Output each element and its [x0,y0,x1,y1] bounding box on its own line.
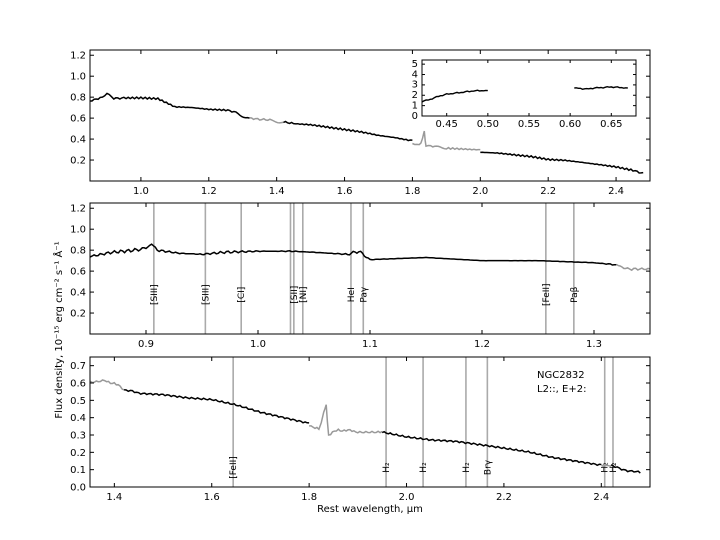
x-tick-label: 1.4 [106,492,122,503]
spectrum-series [249,116,284,124]
x-tick-label: 2.4 [608,186,624,197]
y-tick-label: 0.8 [70,246,86,257]
y-tick-label: 1.0 [70,225,86,236]
x-tick-label: 2.2 [496,492,512,503]
y-tick-label: 0.6 [70,267,86,278]
spectrum-series [123,388,310,424]
spectrum-series [283,120,413,142]
emission-line-label: [SIII] [201,284,211,305]
x-tick-label: 1.1 [362,339,378,350]
y-tick-label: 1 [412,100,418,111]
x-tick-label: 2.4 [593,492,609,503]
x-tick-label: 0.55 [518,119,540,130]
spectrum-series [610,464,641,474]
object-name: NGC2832 [537,370,585,381]
emission-line-label: Paβ [570,286,580,303]
x-tick-label: 2.0 [472,186,488,197]
spectrum-series [90,92,250,119]
spectrum-series [480,151,644,174]
y-tick-label: 0.4 [70,135,86,146]
y-tick-label: 0.2 [70,448,86,459]
x-tick-label: 0.9 [138,339,154,350]
emission-line-label: [SII] [290,286,300,304]
y-tick-label: 4 [412,69,418,80]
x-tick-label: 1.3 [586,339,602,350]
y-tick-label: 0.0 [70,483,86,494]
emission-line-label: H₂ [382,462,392,473]
emission-line-label: H₂ [419,462,429,473]
y-tick-label: 0.8 [70,93,86,104]
panel-2-zoom-j-band: [SIII] [SIII] [CI] [SII][NI] HeI Paγ [FeII] Paβ… [70,202,651,350]
spectrum-series [89,379,125,391]
spectrum-series [615,263,651,272]
y-tick-label: 1.0 [70,72,86,83]
y-tick-label: 5 [412,59,418,70]
emission-line-label: H₂ [601,462,611,473]
emission-line-label: Paγ [359,286,369,303]
x-tick-label: 1.4 [269,186,285,197]
figure-ylabel: Flux density, 10⁻¹⁵ erg cm⁻² s⁻¹ Å⁻¹ [52,241,65,418]
x-tick-label: 1.0 [133,186,149,197]
x-tick-label: 1.2 [474,339,490,350]
y-tick-label: 0.2 [70,156,86,167]
y-tick-label: 0.7 [70,361,86,372]
y-tick-label: 0.1 [70,465,86,476]
emission-line-label: [SIII] [150,284,160,305]
figure-xlabel: Rest wavelength, μm [317,504,423,515]
emission-line-label: HeI [347,287,357,302]
emission-line-label: H₂ [462,462,472,473]
spectrum-series [412,130,481,151]
spectrum-series [381,430,602,467]
y-tick-label: 3 [412,80,418,91]
x-tick-label: 0.50 [477,119,499,130]
panel-1-full-spectrum: 1.0 1.2 1.4 1.6 1.8 2.0 2.2 2.4 0.2 0.4 0.6 0.8 1.0 1… [70,49,651,197]
x-tick-label: 2.2 [540,186,556,197]
emission-line-label: Brγ [483,459,493,475]
x-tick-label: 1.0 [250,339,266,350]
y-tick-label: 2 [412,90,418,101]
emission-line-label: [FeII] [229,456,239,479]
y-tick-label: 0.4 [70,413,86,424]
spectrum-series [574,85,628,91]
x-tick-label: 0.60 [559,119,581,130]
y-tick-label: 1.2 [70,204,86,215]
plot-frame [89,49,651,182]
x-tick-label: 1.8 [301,492,317,503]
y-tick-label: 0.5 [70,396,86,407]
x-tick-label: 2.0 [399,492,415,503]
y-tick-label: 0.6 [70,114,86,125]
y-tick-label: 0.2 [70,309,86,320]
spectrum-series [421,89,488,103]
spectrum-series [600,464,612,468]
y-tick-label: 1.2 [70,51,86,62]
emission-line-label: [NI] [299,286,309,302]
emission-line-label: [CI] [237,287,247,303]
spectrum-series [309,404,383,436]
object-classification: L2::, E+2: [537,384,586,395]
emission-line-label: [FeII] [542,283,552,306]
y-tick-label: 0.4 [70,288,86,299]
x-tick-label: 0.45 [436,119,458,130]
spectrum-series [89,243,617,266]
x-tick-label: 1.8 [404,186,420,197]
plot-frame [89,202,651,335]
y-tick-label: 0 [412,111,418,122]
y-tick-label: 0.6 [70,379,86,390]
x-tick-label: 1.2 [201,186,217,197]
x-tick-label: 1.6 [337,186,353,197]
plot-frame [89,356,651,488]
x-tick-label: 0.65 [600,119,622,130]
x-tick-label: 1.6 [204,492,220,503]
y-tick-label: 0.3 [70,431,86,442]
